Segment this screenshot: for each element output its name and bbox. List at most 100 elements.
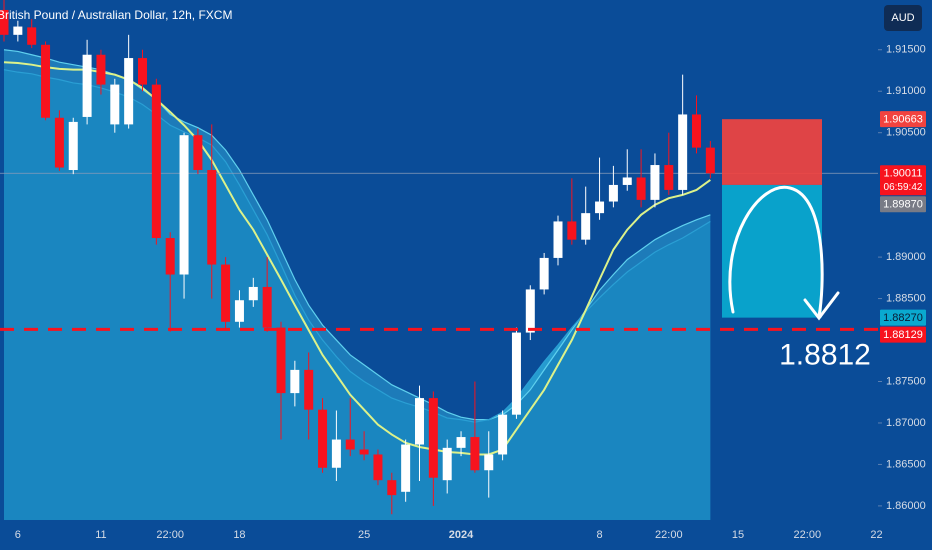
candle-body xyxy=(179,135,189,275)
candle-body xyxy=(415,398,424,445)
candle-body xyxy=(54,117,64,168)
candle-body xyxy=(470,437,480,471)
x-tick-label: 22:00 xyxy=(655,529,683,541)
candle-body xyxy=(96,54,106,85)
wave-arrow xyxy=(728,185,824,318)
price-tag-label: 1.89870 xyxy=(883,199,923,211)
candle-body xyxy=(373,454,383,481)
band-edge xyxy=(3,69,711,423)
candle-body xyxy=(442,447,452,481)
candle-body xyxy=(401,444,411,492)
moving-average-line xyxy=(3,61,711,456)
candle-body xyxy=(664,165,674,190)
candle-body xyxy=(124,58,134,125)
candle-body xyxy=(581,213,591,240)
candle-body xyxy=(248,286,258,301)
x-tick-label: 8 xyxy=(596,529,602,541)
candle-body xyxy=(193,135,203,171)
level-annotation: 1.8812 xyxy=(779,338,871,371)
x-tick-label: 22:00 xyxy=(156,529,184,541)
currency-button[interactable]: AUD xyxy=(884,5,922,31)
candle-body xyxy=(331,439,341,468)
currency-button-label[interactable]: AUD xyxy=(891,12,914,24)
x-tick-label: 15 xyxy=(732,529,744,541)
candle-body xyxy=(608,184,618,202)
candle-body xyxy=(318,409,328,468)
candle-body xyxy=(511,332,521,415)
candle-body xyxy=(484,454,494,471)
x-tick-label: 18 xyxy=(233,529,245,541)
candle-body xyxy=(41,44,51,118)
y-tick-label: 1.86000 xyxy=(886,500,926,512)
price-tag-label: 1.90663 xyxy=(883,114,923,126)
candle-body xyxy=(138,58,147,85)
price-tag xyxy=(880,111,926,128)
candle-body xyxy=(165,238,175,275)
price-tag-label: 1.88270 xyxy=(883,312,923,324)
candle-body xyxy=(290,369,300,394)
candle-body xyxy=(567,221,577,240)
candle-body xyxy=(387,480,397,496)
y-tick-label: 1.91000 xyxy=(886,85,926,97)
x-tick-label: 22 xyxy=(870,529,882,541)
candle-body xyxy=(678,114,688,190)
candle-body xyxy=(13,26,23,35)
candle-body xyxy=(456,437,466,448)
x-tick-label: 6 xyxy=(15,529,21,541)
price-tag-label: 1.90011 xyxy=(884,168,923,180)
candle-body xyxy=(525,289,535,333)
x-tick-label: 11 xyxy=(95,529,106,541)
candle-body xyxy=(68,121,78,171)
candle-body xyxy=(428,398,438,478)
price-tag xyxy=(880,165,926,196)
arrow-head xyxy=(803,291,840,321)
candle-body xyxy=(304,369,314,410)
candle-body xyxy=(0,9,9,35)
price-tag xyxy=(880,309,926,326)
currency-button-bg[interactable] xyxy=(884,5,922,31)
stop-zone xyxy=(722,119,822,185)
x-tick-label: 2024 xyxy=(449,529,474,541)
y-tick-label: 1.87000 xyxy=(886,417,926,429)
chart-title: British Pound / Australian Dollar, 12h, … xyxy=(0,8,232,22)
candle-body xyxy=(276,327,286,394)
candle-body xyxy=(110,84,120,125)
candle-body xyxy=(262,286,272,328)
y-tick-label: 1.91500 xyxy=(886,44,926,56)
candle-body xyxy=(359,449,369,455)
overlay: 1.8812 xyxy=(0,327,878,371)
target-zone xyxy=(722,184,822,318)
candle-body xyxy=(692,114,701,148)
price-tag xyxy=(880,326,926,343)
y-tick-label: 1.88500 xyxy=(886,292,926,304)
candle-body xyxy=(207,170,217,265)
candle-body xyxy=(553,221,563,258)
candle-body xyxy=(595,201,605,214)
candle-body xyxy=(82,54,92,117)
plot-area xyxy=(0,0,878,520)
candle-body xyxy=(650,165,660,200)
candle-body xyxy=(705,147,715,174)
y-tick-label: 1.86500 xyxy=(886,458,926,470)
price-tag xyxy=(880,196,926,213)
candle-body xyxy=(622,177,632,185)
candle-body xyxy=(539,257,549,290)
y-tick-label: 1.90500 xyxy=(886,127,926,139)
countdown: 06:59:42 xyxy=(884,182,923,193)
candle-body xyxy=(221,264,231,322)
price-tag-label: 1.88129 xyxy=(883,329,923,341)
candle-body xyxy=(234,300,244,322)
drawn-arrow xyxy=(728,185,840,321)
candle-body xyxy=(27,27,37,45)
x-tick-label: 25 xyxy=(358,529,370,541)
candle-body xyxy=(345,439,355,450)
x-tick-label: 22:00 xyxy=(794,529,822,541)
candle-body xyxy=(636,177,646,200)
candle-body xyxy=(498,414,508,455)
price-axis xyxy=(878,0,932,550)
y-tick-label: 1.87500 xyxy=(886,375,926,387)
y-tick-label: 1.89000 xyxy=(886,251,926,263)
candle-body xyxy=(151,84,161,239)
